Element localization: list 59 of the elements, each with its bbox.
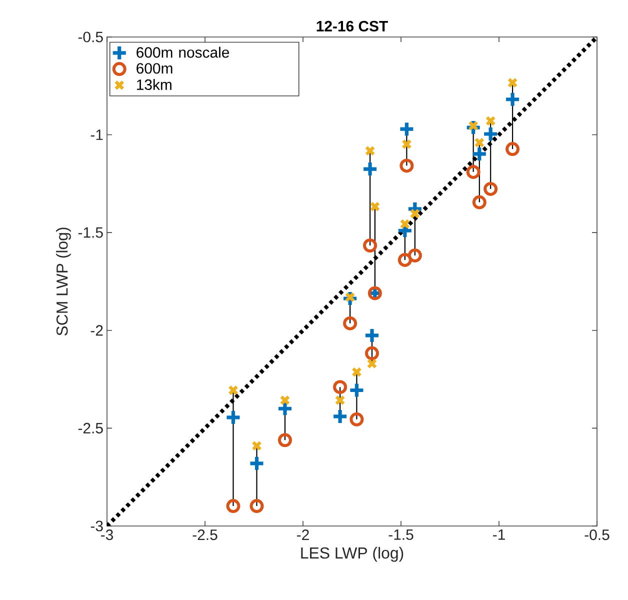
- point: [466, 164, 480, 179]
- point: [228, 385, 238, 396]
- point: [348, 382, 366, 399]
- point: [400, 158, 414, 173]
- point: [364, 327, 380, 344]
- point: [333, 380, 348, 394]
- point: [410, 208, 420, 219]
- x-tick-label: -2: [297, 530, 309, 540]
- chart-title: 12-16 CST: [316, 20, 388, 32]
- point: [363, 238, 378, 252]
- point: [482, 126, 499, 142]
- y-tick-label: -1.5: [78, 227, 103, 238]
- point: [334, 395, 346, 406]
- y-tick-label: -2.5: [78, 422, 103, 434]
- point: [366, 358, 378, 369]
- point: [471, 146, 488, 162]
- legend-label: 13km: [137, 79, 172, 90]
- x-tick-label: -0.5: [584, 530, 610, 540]
- point: [352, 366, 362, 378]
- y-tick-label: -1: [90, 130, 103, 140]
- point: [365, 346, 379, 360]
- point: [248, 455, 266, 472]
- point: [278, 433, 292, 448]
- legend-label: 600m noscale: [136, 46, 230, 58]
- point: [468, 120, 479, 131]
- point: [398, 252, 412, 267]
- x-tick-label: -3: [101, 530, 113, 540]
- point: [252, 440, 262, 451]
- legend-label: 600m: [136, 63, 172, 74]
- point: [398, 120, 415, 138]
- point: [224, 409, 242, 426]
- point: [226, 499, 240, 514]
- y-tick-label: -2: [90, 325, 103, 336]
- point: [504, 91, 521, 108]
- point: [332, 408, 348, 425]
- point: [472, 195, 486, 210]
- point: [343, 316, 358, 330]
- y-tick-label: -0.5: [78, 32, 103, 42]
- x-tick-label: -1: [493, 530, 505, 540]
- point: [344, 292, 356, 302]
- point: [280, 395, 290, 406]
- point: [408, 248, 422, 262]
- point: [485, 116, 496, 126]
- point: [370, 201, 380, 212]
- point: [350, 412, 364, 426]
- point: [250, 499, 264, 514]
- x-axis-title: LES LWP (log): [301, 546, 404, 562]
- y-tick-label: -3: [90, 520, 103, 532]
- y-axis-title: SCM LWP (log): [56, 228, 71, 336]
- point: [484, 182, 498, 196]
- point: [402, 138, 412, 150]
- point: [474, 137, 485, 148]
- point: [400, 218, 410, 230]
- point: [364, 146, 376, 156]
- point: [506, 142, 520, 156]
- point: [507, 78, 518, 88]
- x-tick-label: -1.5: [388, 530, 414, 540]
- point: [362, 160, 378, 178]
- x-tick-label: -2.5: [192, 530, 218, 540]
